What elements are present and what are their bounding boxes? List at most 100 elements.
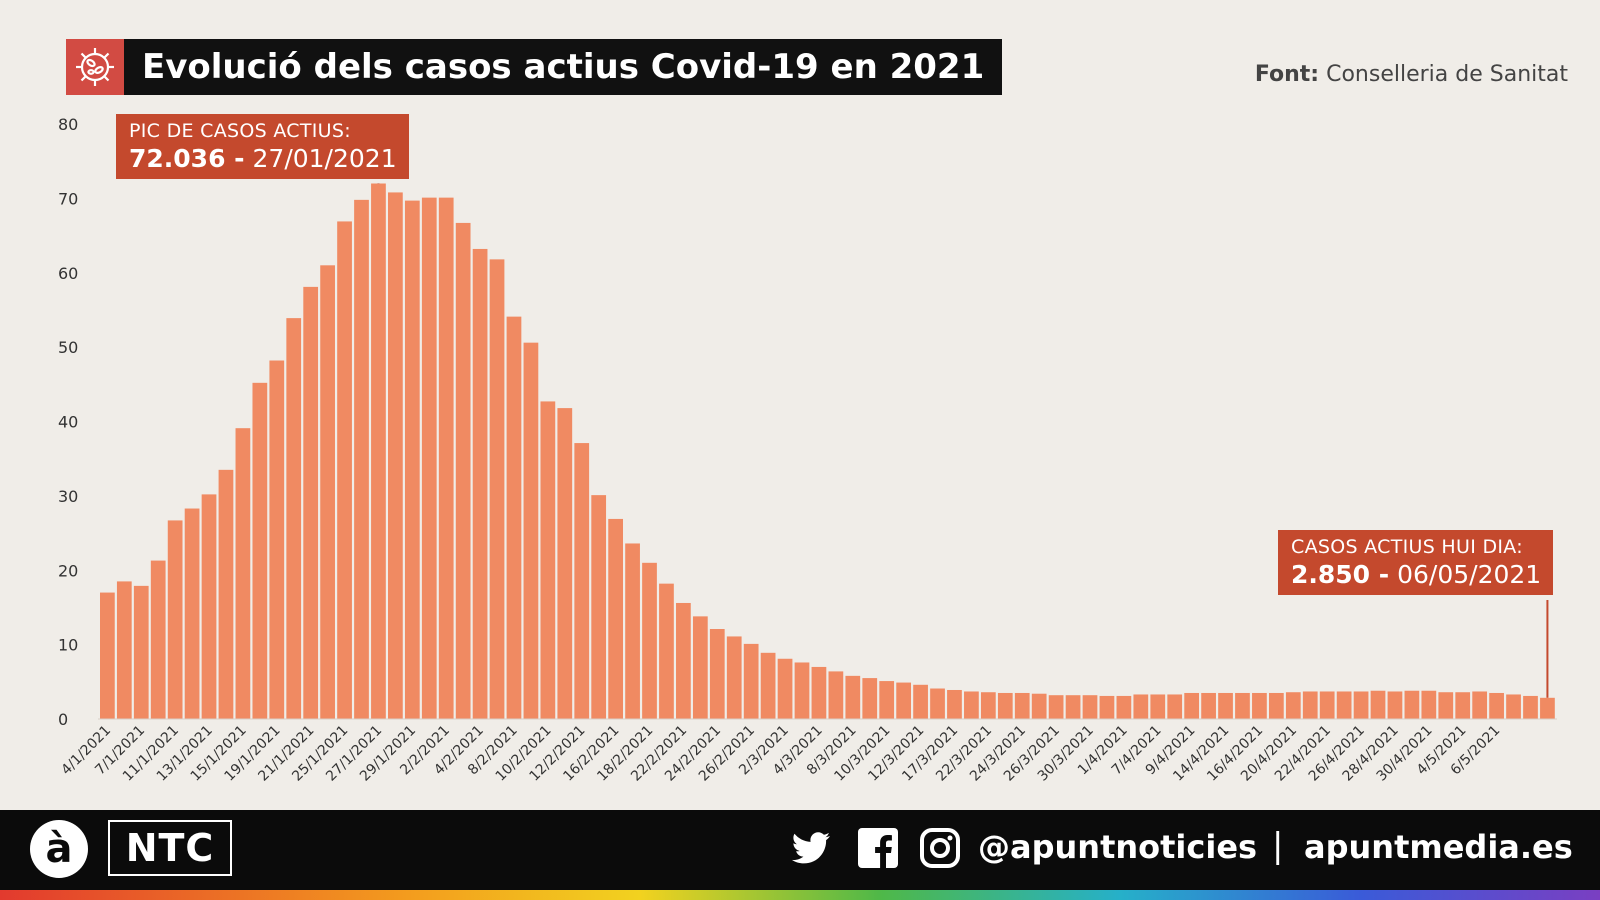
- instagram-icon[interactable]: [918, 826, 962, 870]
- bar: [811, 666, 827, 719]
- bar: [1133, 694, 1149, 719]
- bar: [523, 342, 539, 719]
- bar: [1472, 691, 1488, 719]
- bar: [506, 316, 522, 719]
- bars: [100, 183, 1555, 720]
- twitter-icon[interactable]: [788, 826, 834, 872]
- y-tick-label: 0: [58, 710, 68, 729]
- bar: [337, 221, 352, 719]
- bar: [676, 602, 691, 719]
- bar: [743, 643, 759, 719]
- bar: [371, 183, 386, 719]
- bar: [947, 689, 962, 719]
- bar: [1082, 695, 1098, 719]
- bar: [320, 265, 335, 719]
- bar: [1167, 694, 1183, 719]
- bar: [709, 629, 725, 719]
- bar: [1184, 692, 1200, 719]
- bar: [388, 192, 403, 720]
- bar: [1099, 695, 1115, 719]
- bar: [777, 658, 793, 719]
- bar: [692, 616, 708, 719]
- y-tick-label: 40: [58, 413, 78, 432]
- x-axis: 4/1/20217/1/202111/1/202113/1/202115/1/2…: [58, 718, 1557, 785]
- social-handle[interactable]: @apuntnoticies: [978, 828, 1258, 866]
- bar: [625, 543, 640, 719]
- ntc-logo[interactable]: NTC: [108, 820, 232, 876]
- bar: [184, 508, 200, 719]
- bar: [100, 592, 115, 719]
- bar: [1252, 692, 1267, 719]
- bar: [252, 382, 268, 719]
- today-value: 2.850 -: [1291, 560, 1390, 589]
- y-tick-label: 50: [58, 338, 78, 357]
- bar: [1506, 694, 1521, 719]
- bar: [1540, 697, 1555, 719]
- y-axis: 0 10 20 30 40 50 60 70 80: [58, 115, 78, 729]
- bar: [1336, 691, 1352, 719]
- bar: [1031, 693, 1047, 719]
- bar: [354, 199, 369, 720]
- bar: [659, 583, 674, 719]
- facebook-icon[interactable]: [856, 826, 900, 870]
- bar: [1370, 690, 1386, 719]
- source-label: Font:: [1254, 62, 1320, 87]
- bar: [1523, 695, 1538, 719]
- bar: [794, 662, 810, 719]
- bar: [726, 636, 742, 719]
- peak-label: PIC DE CASOS ACTIUS:: [129, 120, 351, 142]
- bar: [642, 562, 657, 719]
- bar: [1116, 695, 1132, 719]
- bar: [133, 585, 149, 719]
- bar: [1150, 694, 1166, 719]
- bar: [845, 675, 861, 719]
- bar: [1438, 692, 1454, 719]
- callout-leaders: [377, 183, 1549, 698]
- y-tick-label: 10: [58, 636, 78, 655]
- bar: [1268, 692, 1284, 719]
- bar: [1421, 690, 1437, 719]
- apunt-logo[interactable]: à: [30, 820, 88, 878]
- bar: [269, 360, 285, 719]
- bar: [1302, 691, 1318, 719]
- bar: [760, 652, 776, 719]
- bar: [964, 691, 979, 719]
- rainbow-stripe: [0, 890, 1600, 900]
- bar: [540, 401, 556, 719]
- bar: [1387, 691, 1403, 719]
- bar: [1455, 692, 1471, 719]
- bar: [557, 408, 573, 719]
- bar: [218, 469, 234, 719]
- footer-separator: |: [1272, 826, 1284, 866]
- today-value-line: 2.850 - 06/05/2021: [1291, 560, 1541, 589]
- bar: [896, 682, 912, 719]
- bar: [608, 518, 623, 719]
- bar: [235, 428, 251, 719]
- bar: [303, 286, 319, 719]
- bar: [828, 671, 844, 719]
- title-bar: Evolució dels casos actius Covid-19 en 2…: [66, 39, 1002, 95]
- bar: [438, 197, 454, 719]
- bar: [1201, 692, 1216, 719]
- bar: [1404, 690, 1420, 719]
- bar: [1065, 695, 1081, 719]
- virus-icon: [66, 39, 124, 95]
- bar: [879, 681, 895, 719]
- today-callout: CASOS ACTIUS HUI DIA: 2.850 - 06/05/2021: [1278, 530, 1554, 595]
- bar: [1353, 691, 1369, 719]
- website-link[interactable]: apuntmedia.es: [1304, 828, 1573, 866]
- chart-title: Evolució dels casos actius Covid-19 en 2…: [142, 47, 985, 87]
- bar: [201, 494, 217, 719]
- bar: [591, 495, 607, 719]
- bar: [862, 678, 878, 719]
- peak-value: 72.036 -: [129, 144, 245, 173]
- y-tick-label: 70: [58, 189, 78, 208]
- bar: [167, 520, 183, 719]
- bar: [1319, 691, 1335, 719]
- source-note: Font: Conselleria de Sanitat: [1255, 62, 1568, 87]
- bar: [574, 443, 590, 719]
- today-date: 06/05/2021: [1397, 560, 1542, 589]
- bar: [455, 222, 471, 720]
- y-tick-label: 80: [58, 115, 78, 134]
- source-value: Conselleria de Sanitat: [1326, 62, 1568, 87]
